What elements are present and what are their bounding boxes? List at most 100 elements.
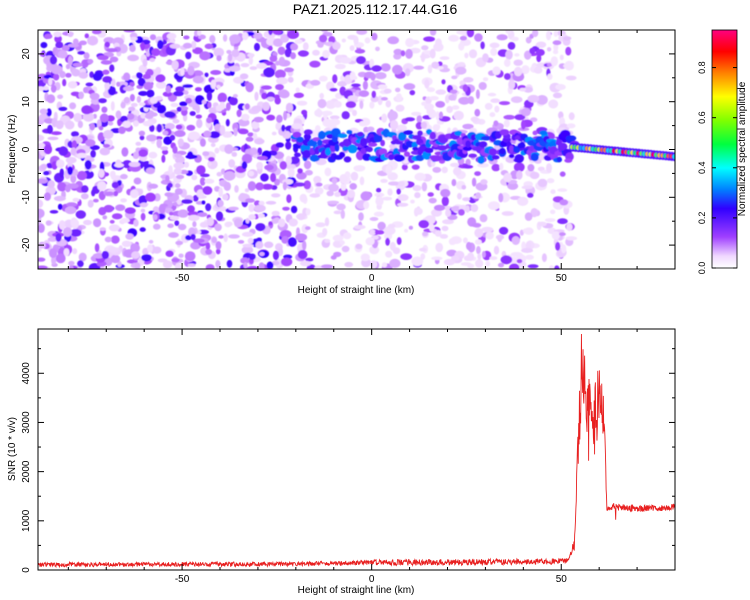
spectrogram-cell	[314, 187, 324, 195]
spectrogram-cell	[366, 126, 375, 132]
spectrogram-cell	[160, 203, 168, 208]
spectrogram-cell	[148, 151, 158, 159]
spectrogram-cell	[336, 203, 346, 211]
signal-cell	[480, 135, 492, 141]
spectrogram-cell	[83, 219, 92, 226]
spectrogram-cell	[145, 51, 150, 57]
signal-cell	[454, 130, 463, 136]
spectrogram-cell	[91, 189, 96, 197]
spectrogram-cell	[125, 233, 134, 240]
spectrogram-cell	[264, 164, 274, 171]
spectrogram-cell	[107, 121, 114, 126]
spectrogram-cell	[85, 82, 94, 87]
spectrogram-cell	[174, 262, 182, 269]
spectrogram-cell	[89, 92, 100, 100]
spectrogram-cell	[513, 59, 523, 66]
spectrogram-cell	[371, 32, 378, 41]
signal-cell	[356, 131, 364, 137]
spectrogram-cell	[424, 79, 430, 89]
spectrogram-cell	[120, 198, 127, 203]
spectrogram-cell	[55, 233, 62, 242]
spectrogram-cell	[474, 108, 481, 117]
spectrogram-cell	[274, 69, 286, 79]
spectrogram-cell	[55, 120, 64, 130]
signal-cell	[564, 158, 573, 163]
spectrogram-cell	[140, 42, 145, 51]
spectrogram-cell	[157, 39, 164, 50]
colorbar-tick-label: 0.2	[697, 212, 707, 225]
spectrogram-cell	[76, 170, 87, 181]
spectrogram-cell	[278, 218, 286, 228]
signal-cell	[296, 136, 305, 143]
spectrogram-cell	[208, 107, 218, 114]
spectrogram-cell	[164, 111, 176, 118]
spectrogram-cell	[495, 234, 505, 240]
spectrogram-cell	[264, 241, 274, 249]
spectrogram-cell	[101, 250, 110, 260]
spectrogram-cell	[287, 167, 295, 178]
y-tick-label: 10	[21, 96, 32, 108]
spectrogram-cell	[287, 30, 299, 39]
spectrogram-cell	[108, 224, 120, 232]
spectrogram-cell	[251, 105, 263, 113]
spectrogram-cell	[142, 58, 148, 67]
spectrogram-cell	[489, 42, 500, 49]
spectrogram-cell	[216, 84, 221, 89]
spectrogram-cell	[380, 139, 385, 147]
spectrogram-cell	[259, 251, 265, 257]
spectrogram-cell	[107, 85, 116, 96]
signal-cell	[388, 154, 395, 161]
spectrogram-cell	[87, 59, 94, 64]
spectrogram-cell	[214, 81, 224, 88]
spectrogram-cell	[400, 50, 406, 57]
spectrogram-cell	[489, 112, 496, 118]
spectrogram-cell	[204, 43, 214, 50]
signal-cell	[347, 144, 358, 154]
spectrogram-cell	[133, 151, 140, 160]
spectrogram-cell	[145, 167, 155, 175]
spectrogram-cell	[44, 192, 51, 201]
spectrogram-cell	[71, 131, 79, 138]
spectrogram-cell	[471, 223, 482, 228]
spectrogram-cell	[241, 231, 254, 237]
spectrogram-cell	[91, 30, 102, 35]
spectrogram-cell	[67, 31, 74, 38]
spectrogram-cell	[442, 219, 454, 225]
spectrogram-cell	[360, 191, 372, 201]
spectrogram-cell	[256, 161, 264, 170]
spectrogram-cell	[90, 150, 96, 158]
spectrogram-cell	[186, 124, 196, 131]
spectrogram-cell	[377, 84, 388, 90]
spectrogram-cell	[51, 65, 63, 75]
spectrogram-cell	[530, 117, 538, 122]
spectrogram-cell	[290, 52, 296, 60]
spectrogram-cell	[458, 42, 465, 51]
spectrogram-cell	[118, 43, 128, 54]
spectrogram-cell	[559, 171, 566, 177]
spectrogram-cell	[457, 192, 462, 200]
spectrogram-cell	[136, 72, 143, 79]
spectrogram-cell	[104, 41, 111, 48]
spectrogram-cell	[209, 131, 221, 139]
spectrogram-cell	[38, 223, 45, 233]
spectrogram-cell	[148, 239, 154, 244]
spectrogram-cell	[244, 103, 250, 110]
spectrogram-cell	[551, 231, 561, 240]
spectrogram-cell	[295, 87, 300, 93]
spectrogram-cell	[387, 223, 396, 229]
spectrogram-cell	[201, 200, 206, 205]
spectrogram-cell	[192, 105, 200, 111]
spectrogram-cell	[521, 248, 534, 253]
spectrogram-cell	[247, 181, 256, 191]
spectrogram-cell	[405, 68, 411, 77]
spectrogram-cell	[374, 230, 385, 235]
signal-cell	[462, 146, 473, 152]
spectrogram-cell	[53, 73, 60, 81]
spectrogram-cell	[287, 237, 297, 247]
spectrogram-cell	[231, 49, 240, 58]
spectrogram-cell	[65, 63, 71, 70]
spectrogram-cell	[109, 56, 119, 63]
spectrogram-cell	[83, 87, 88, 94]
spectrogram-cell	[240, 63, 250, 68]
